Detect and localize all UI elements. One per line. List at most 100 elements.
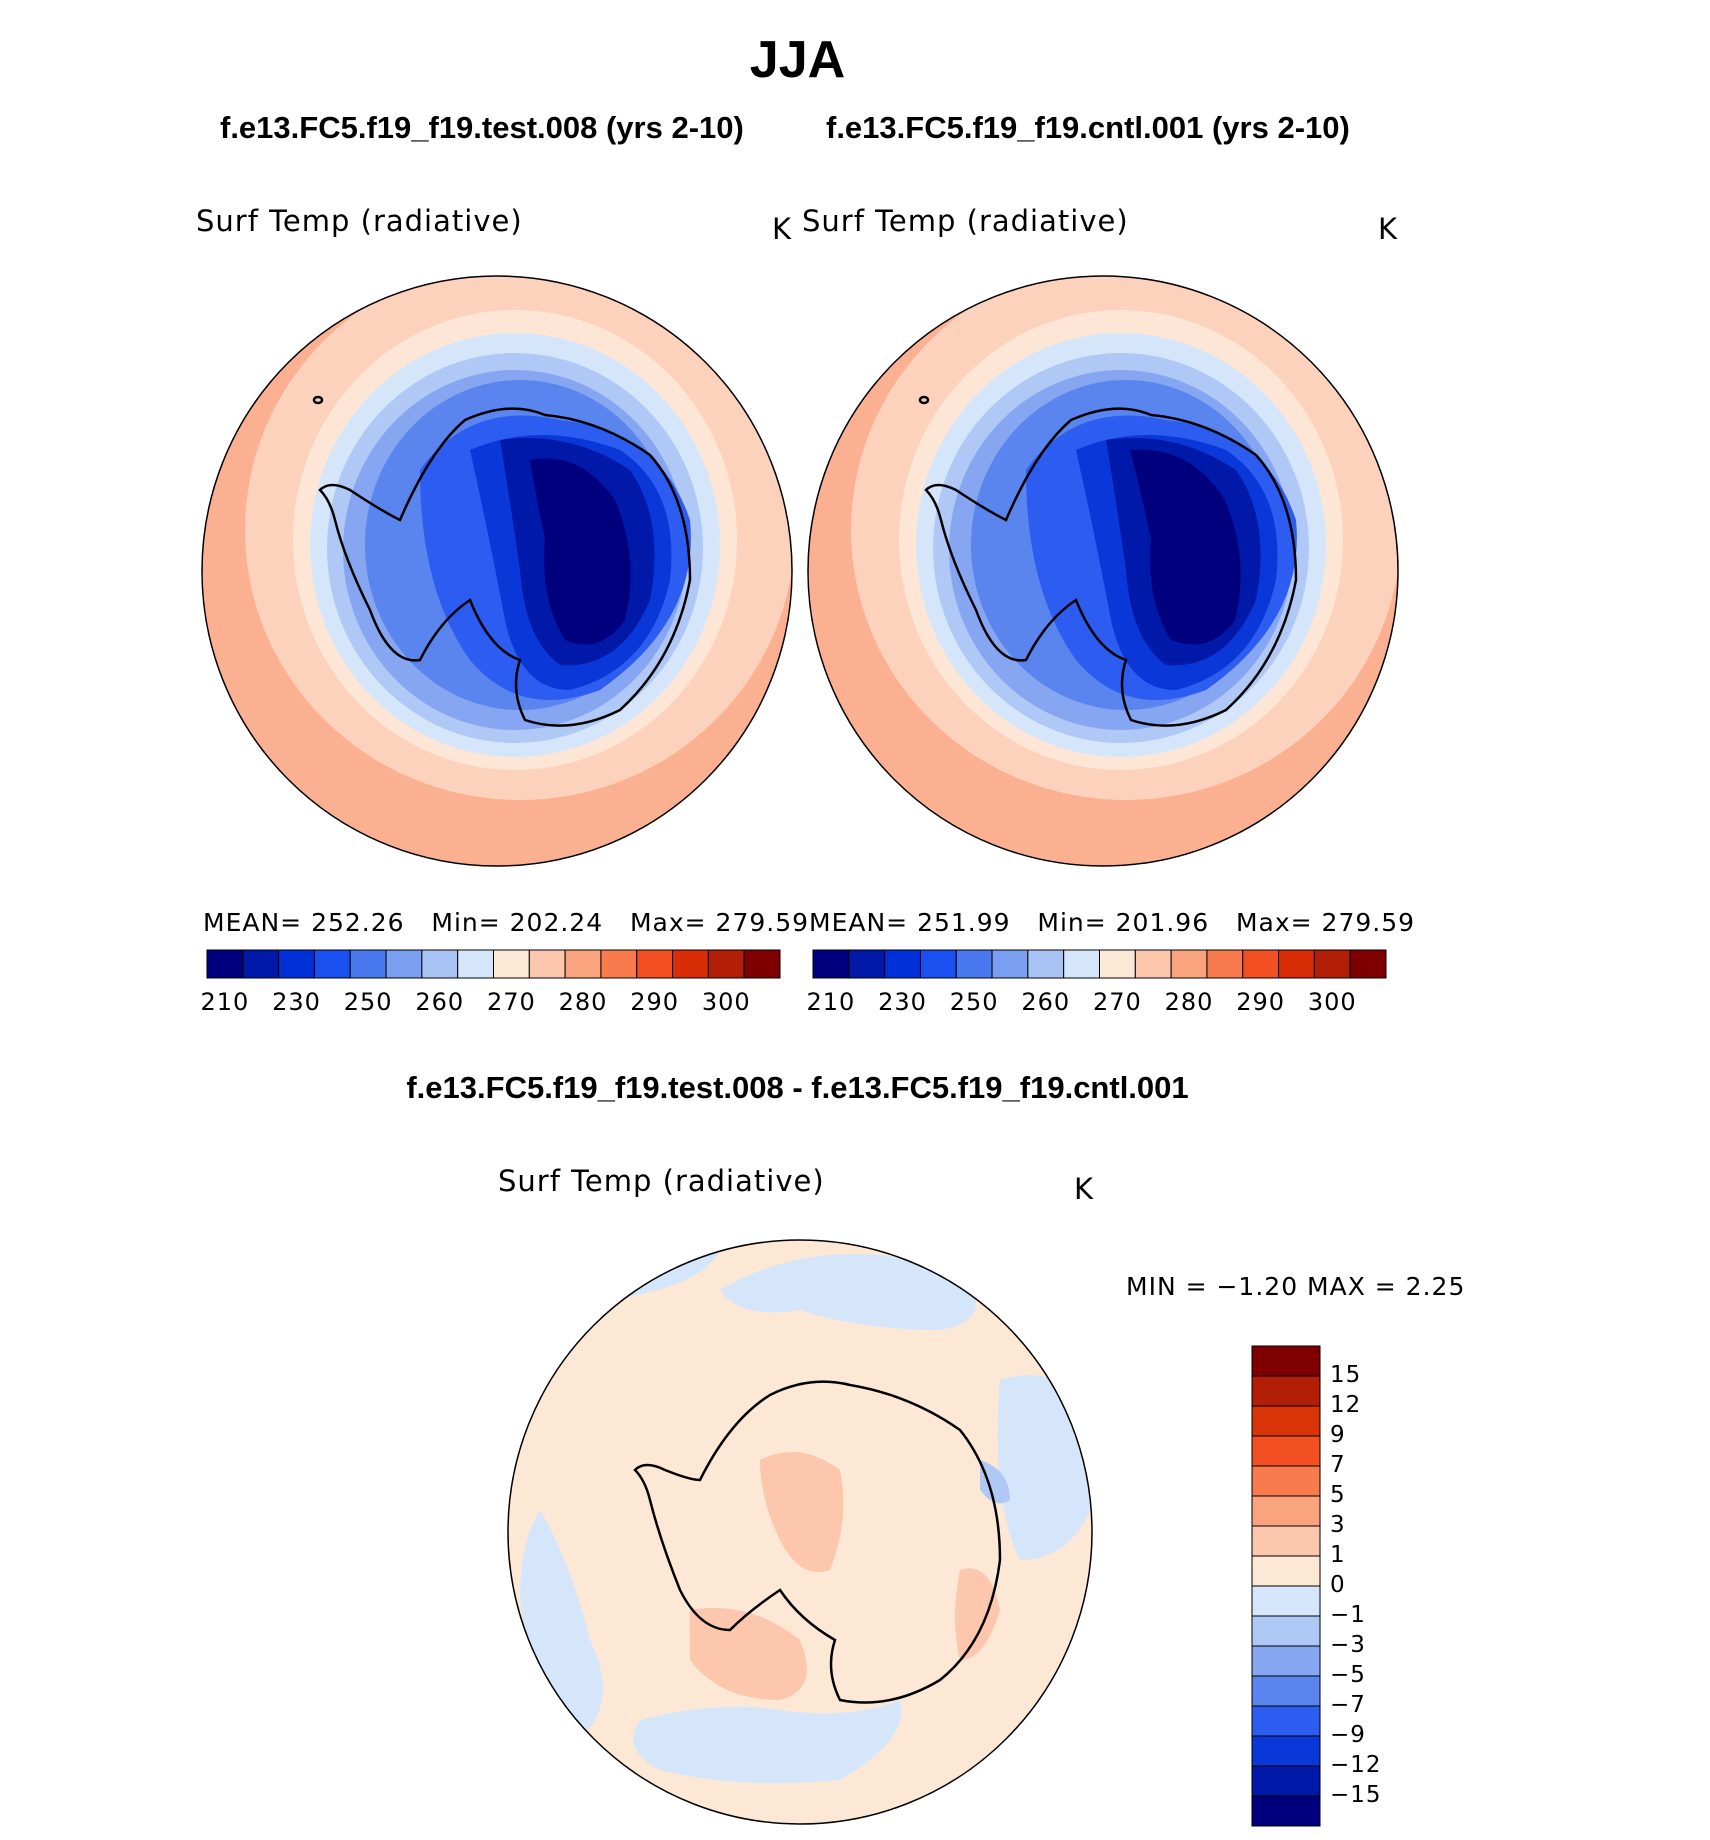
colorbar-tick-label: 230: [272, 988, 321, 1016]
colorbar-swatch: [528, 949, 566, 979]
colorbar-swatch: [707, 949, 745, 979]
colorbar-tick-label: −3: [1330, 1632, 1366, 1658]
colorbar-swatch: [385, 949, 423, 979]
colorbar-swatch: [1251, 1795, 1321, 1827]
control-max: Max= 279.59: [1235, 908, 1416, 937]
colorbar-swatch: [564, 949, 602, 979]
colorbar-swatch: [884, 949, 921, 979]
coastline: [633, 1380, 1002, 1704]
colorbar-tick-label: 7: [1330, 1452, 1346, 1478]
colorbar-swatch: [1251, 1525, 1321, 1557]
coastline: [312, 395, 324, 405]
colorbar-swatch: [1099, 949, 1136, 979]
colorbar-tick-label: 210: [200, 988, 250, 1016]
difference-map-border: [507, 1239, 1093, 1825]
colorbar-tick-label: 260: [415, 988, 465, 1016]
control-map-border: [807, 275, 1399, 867]
test-units-label: K: [772, 212, 793, 246]
colorbar-swatch: [421, 949, 459, 979]
colorbar-swatch: [1251, 1765, 1321, 1797]
colorbar-swatch: [1251, 1465, 1321, 1497]
colorbar-swatch: [1251, 1615, 1321, 1647]
colorbar-swatch: [1251, 1555, 1321, 1587]
colorbar-swatch: [1251, 1645, 1321, 1677]
difference-minmax: MIN = −1.20 MAX = 2.25: [1126, 1272, 1466, 1301]
coastline: [918, 395, 930, 405]
colorbar-swatch: [1349, 949, 1387, 979]
difference-map: [508, 1240, 1092, 1824]
colorbar-swatch: [991, 949, 1029, 979]
colorbar-tick-label: 15: [1330, 1362, 1362, 1388]
contour-c-l7: [1130, 449, 1241, 645]
colorbar-tick-label: −15: [1330, 1782, 1382, 1808]
colorbar-tick-label: 300: [701, 988, 751, 1016]
colorbar-tick-label: −9: [1330, 1722, 1366, 1748]
colorbar-tick-label: 3: [1330, 1512, 1346, 1538]
colorbar-tick-label: 290: [1236, 988, 1286, 1016]
contour-d-neg: [720, 1254, 976, 1330]
colorbar-tick-label: 270: [487, 988, 536, 1016]
colorbar-swatch: [1251, 1375, 1321, 1407]
contour-d-neg: [997, 1375, 1092, 1560]
colorbar-swatch: [1251, 1585, 1321, 1617]
colorbar-swatch: [313, 949, 351, 979]
control-min: Min= 201.96: [1037, 908, 1210, 937]
test-map-border: [201, 275, 793, 867]
contour-d-pos2: [760, 1452, 844, 1572]
control-case-title: f.e13.FC5.f19_f19.cntl.001 (yrs 2-10): [826, 110, 1350, 145]
season-title: JJA: [749, 31, 846, 89]
colorbar-tick-label: −7: [1330, 1692, 1366, 1718]
contour-d-pos2: [955, 1568, 1000, 1660]
colorbar-tick-label: 300: [1307, 988, 1357, 1016]
colorbar-tick-label: 0: [1330, 1572, 1346, 1598]
colorbar-swatch: [349, 949, 387, 979]
colorbar-tick-label: 210: [806, 988, 856, 1016]
colorbar-tick-label: 1: [1330, 1542, 1346, 1568]
colorbar-tick-label: 250: [949, 988, 999, 1016]
colorbar-tick-label: 5: [1330, 1482, 1346, 1508]
colorbar-swatch: [600, 949, 638, 979]
test-variable-label: Surf Temp (radiative): [196, 204, 523, 238]
colorbar-swatch: [955, 949, 993, 979]
colorbar-swatch: [1251, 1675, 1321, 1707]
colorbar-swatch: [1027, 949, 1065, 979]
test-min: Min= 202.24: [431, 908, 604, 937]
control-units-label: K: [1378, 212, 1399, 246]
colorbar-tick-label: 280: [1164, 988, 1214, 1016]
coastline: [318, 407, 692, 727]
colorbar-tick-label: −5: [1330, 1662, 1366, 1688]
colorbar-tick-label: 230: [878, 988, 927, 1016]
colorbar-swatch: [242, 949, 280, 979]
colorbar-swatch: [1251, 1405, 1321, 1437]
difference-colorbar: [1251, 1345, 1321, 1827]
control-mean: MEAN= 251.99: [809, 908, 1011, 937]
colorbar-swatch: [493, 949, 530, 979]
colorbar-swatch: [1206, 949, 1244, 979]
difference-title: f.e13.FC5.f19_f19.test.008 - f.e13.FC5.f…: [406, 1070, 1189, 1105]
colorbar-swatch: [278, 949, 315, 979]
test-case-title: f.e13.FC5.f19_f19.test.008 (yrs 2-10): [220, 110, 744, 145]
control-stats: MEAN= 251.99 Min= 201.96 Max= 279.59: [809, 908, 1415, 937]
colorbar-swatch: [1063, 949, 1100, 979]
colorbar-tick-label: 290: [630, 988, 680, 1016]
colorbar-swatch: [1251, 1705, 1321, 1737]
colorbar-swatch: [1251, 1345, 1321, 1377]
contour-d-neg2: [980, 1460, 1010, 1504]
contour-c-l7: [530, 458, 631, 645]
colorbar-tick-label: −1: [1330, 1602, 1366, 1628]
colorbar-swatch: [848, 949, 886, 979]
difference-variable-label: Surf Temp (radiative): [498, 1164, 825, 1198]
contour-d-neg: [633, 1700, 902, 1784]
difference-units-label: K: [1074, 1172, 1095, 1206]
colorbar-swatch: [743, 949, 781, 979]
colorbar-tick-label: 270: [1093, 988, 1142, 1016]
test-stats: MEAN= 252.26 Min= 202.24 Max= 279.59: [203, 908, 809, 937]
colorbar-swatch: [812, 949, 850, 979]
colorbar-tick-label: 280: [558, 988, 608, 1016]
colorbar-tick-label: 9: [1330, 1422, 1346, 1448]
contour-d-pos2: [690, 1608, 807, 1700]
test-colorbar: [206, 949, 781, 979]
colorbar-swatch: [1242, 949, 1280, 979]
colorbar-swatch: [1313, 949, 1351, 979]
